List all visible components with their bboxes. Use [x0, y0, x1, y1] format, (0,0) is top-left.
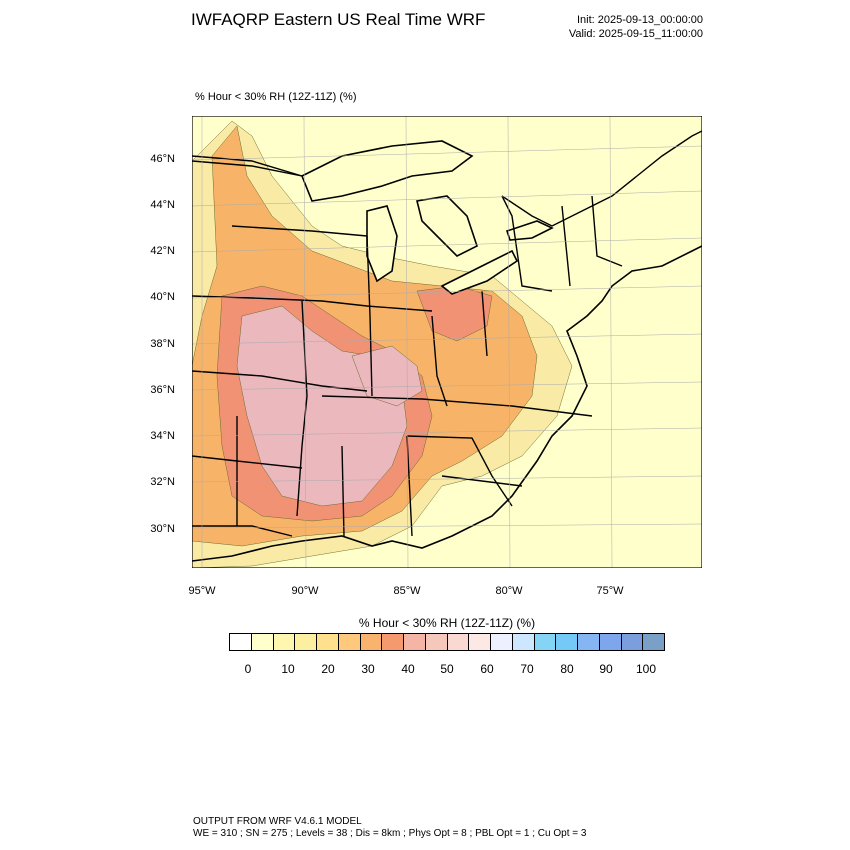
colorbar-label: 40 — [401, 662, 415, 676]
lat-label: 40°N — [150, 291, 175, 303]
shade-pink-zone-2 — [351, 345, 423, 407]
colorbar-swatch — [469, 634, 491, 650]
model-params: WE = 310 ; SN = 275 ; Levels = 38 ; Dis … — [193, 828, 587, 839]
colorbar-swatch — [404, 634, 426, 650]
lon-label: 90°W — [291, 585, 319, 597]
colorbar-label: 90 — [599, 662, 613, 676]
lat-label: 38°N — [150, 338, 175, 350]
colorbar-swatch — [382, 634, 404, 650]
colorbar-swatch — [295, 634, 317, 650]
colorbar-label: 100 — [635, 662, 657, 676]
great-lakes — [300, 140, 554, 295]
init-time: Init: 2025-09-13_00:00:00 — [577, 14, 703, 26]
state-boundaries — [192, 160, 623, 537]
colorbar-swatch — [578, 634, 600, 650]
colorbar-swatch — [273, 634, 296, 650]
lat-label: 32°N — [150, 476, 175, 488]
canada-border — [192, 130, 702, 227]
colorbar-swatch — [360, 634, 383, 650]
lake-huron — [416, 195, 478, 257]
lake-erie — [440, 249, 519, 295]
colorbar-swatch — [447, 634, 470, 650]
valid-time: Valid: 2025-09-15_11:00:00 — [568, 28, 703, 40]
lat-label: 36°N — [150, 384, 175, 396]
model-info: OUTPUT FROM WRF V4.6.1 MODEL — [193, 816, 362, 827]
lat-label: 46°N — [150, 153, 175, 165]
colorbar-swatch — [251, 634, 274, 650]
lon-label: 80°W — [495, 585, 523, 597]
colorbar-swatch — [425, 634, 448, 650]
colorbar-swatch — [338, 634, 361, 650]
colorbar-swatch — [534, 634, 557, 650]
colorbar-label: 0 — [244, 662, 252, 676]
lon-label: 75°W — [596, 585, 624, 597]
lat-label: 42°N — [150, 245, 175, 257]
colorbar-swatch — [230, 634, 252, 650]
lat-label: 30°N — [150, 523, 175, 535]
coastline — [192, 245, 702, 562]
colorbar-label: 60 — [480, 662, 494, 676]
colorbar-label: 80 — [560, 662, 574, 676]
rh-map — [192, 116, 702, 568]
lake-ontario — [505, 220, 554, 241]
colorbar-label: 20 — [321, 662, 335, 676]
colorbar-label: 50 — [440, 662, 454, 676]
colorbar-label: 70 — [520, 662, 534, 676]
rh-shading — [192, 120, 573, 568]
colorbar-swatch — [512, 634, 535, 650]
lon-label: 85°W — [393, 585, 421, 597]
field-label: % Hour < 30% RH (12Z-11Z) (%) — [195, 91, 357, 103]
colorbar-swatch — [643, 634, 664, 650]
colorbar-swatch — [556, 634, 578, 650]
colorbar — [229, 633, 665, 651]
colorbar-label: 30 — [361, 662, 375, 676]
lat-label: 34°N — [150, 430, 175, 442]
lon-label: 95°W — [188, 585, 216, 597]
lat-label: 44°N — [150, 199, 175, 211]
colorbar-swatch — [491, 634, 513, 650]
lake-michigan — [366, 205, 398, 283]
colorbar-swatch — [621, 634, 644, 650]
colorbar-swatch — [317, 634, 339, 650]
colorbar-label: 10 — [281, 662, 295, 676]
colorbar-swatch — [599, 634, 622, 650]
graticule — [192, 116, 702, 568]
colorbar-title: % Hour < 30% RH (12Z-11Z) (%) — [358, 616, 536, 630]
map-title: IWFAQRP Eastern US Real Time WRF — [191, 10, 486, 29]
